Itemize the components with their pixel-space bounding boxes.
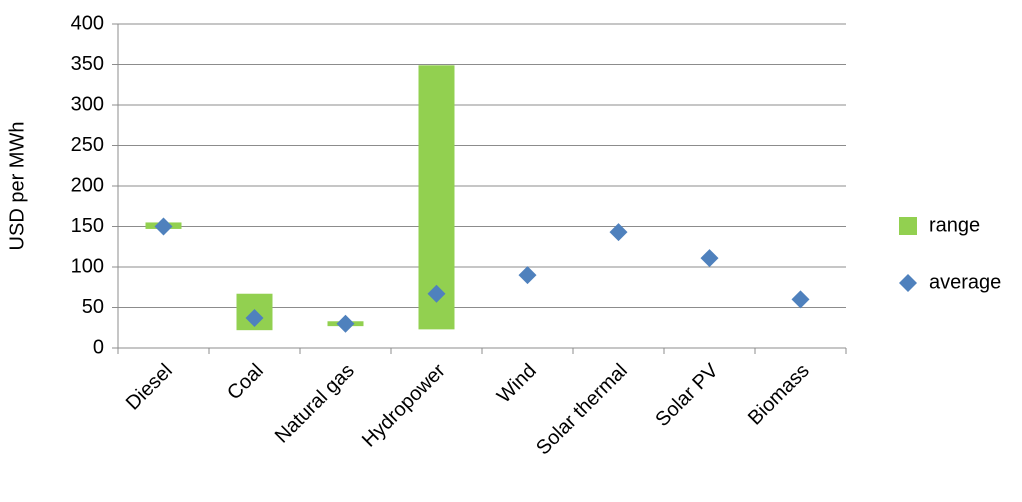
legend-label: range: [929, 214, 980, 236]
x-tick-label: Hydropower: [358, 359, 450, 451]
y-tick-label: 250: [71, 134, 104, 156]
x-tick-label: Solar PV: [651, 359, 723, 431]
x-tick-label: Biomass: [744, 360, 814, 430]
x-tick-label: Solar thermal: [532, 360, 632, 460]
average-marker: [154, 217, 173, 236]
average-marker: [791, 290, 810, 309]
legend-swatch: [899, 274, 917, 292]
x-tick-label: Diesel: [122, 360, 177, 415]
y-tick-label: 50: [82, 296, 104, 318]
y-tick-label: 0: [93, 336, 104, 358]
x-tick-label: Coal: [223, 360, 268, 405]
average-marker: [336, 314, 355, 333]
average-marker: [427, 284, 446, 303]
y-tick-label: 300: [71, 93, 104, 115]
legend-swatch: [899, 217, 917, 235]
legend-label: average: [929, 271, 1001, 293]
x-tick-label: Wind: [493, 360, 541, 408]
y-tick-label: 350: [71, 53, 104, 75]
x-tick-label: Natural gas: [271, 360, 359, 448]
y-tick-label: 100: [71, 255, 104, 277]
average-marker: [518, 266, 537, 285]
average-marker: [609, 223, 628, 242]
y-tick-label: 150: [71, 215, 104, 237]
average-marker: [700, 249, 719, 268]
y-axis-label: USD per MWh: [6, 122, 28, 251]
average-marker: [245, 309, 264, 328]
y-tick-label: 200: [71, 174, 104, 196]
y-tick-label: 400: [71, 12, 104, 34]
